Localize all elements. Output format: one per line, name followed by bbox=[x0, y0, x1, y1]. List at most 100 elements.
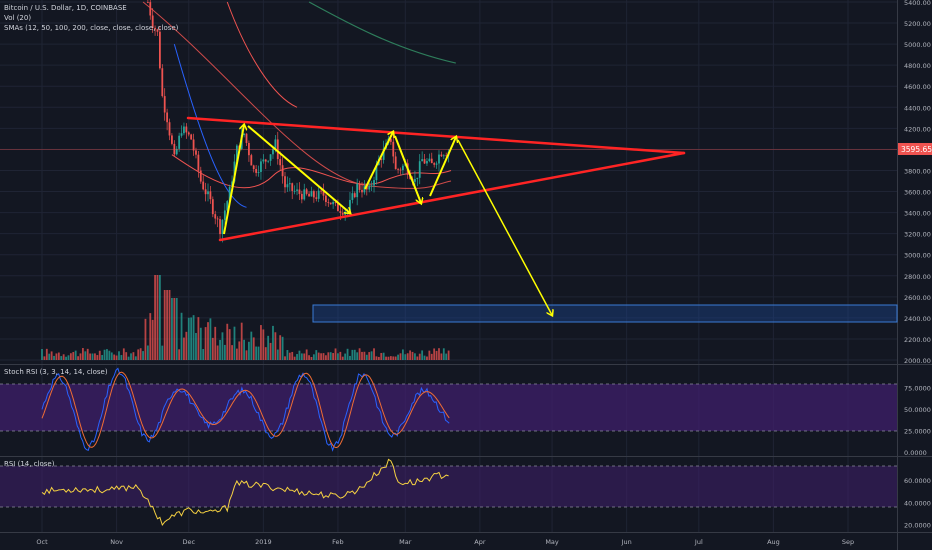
volume-bar bbox=[79, 353, 82, 360]
arrow-down-1[interactable] bbox=[247, 125, 350, 213]
candle-body bbox=[365, 186, 368, 190]
candle-body bbox=[185, 126, 188, 133]
candle-body bbox=[397, 169, 399, 170]
triangle-upper-trendline[interactable] bbox=[186, 116, 686, 155]
volume-bar bbox=[320, 353, 322, 360]
volume-bar bbox=[45, 348, 48, 360]
volume-legend[interactable]: Vol (20) bbox=[4, 14, 32, 22]
volume-bar bbox=[67, 355, 70, 360]
candle-body bbox=[298, 189, 301, 194]
candle-body bbox=[351, 193, 354, 200]
candle-body bbox=[291, 183, 294, 191]
arrow-down-2[interactable] bbox=[394, 135, 421, 203]
volume-bar bbox=[192, 315, 195, 360]
volume-bar bbox=[228, 329, 231, 360]
candle-body bbox=[214, 214, 217, 219]
volume-bar bbox=[118, 351, 120, 360]
volume-bar bbox=[137, 349, 140, 360]
volume-bar bbox=[315, 350, 318, 360]
volume-bar bbox=[89, 353, 92, 360]
candle-body bbox=[211, 199, 214, 215]
target-zone-box[interactable] bbox=[312, 304, 898, 323]
volume-bar bbox=[144, 318, 147, 360]
sma-legend[interactable]: SMAs (12, 50, 100, 200, close, close, cl… bbox=[4, 24, 179, 32]
volume-bar bbox=[303, 353, 306, 360]
volume-bar bbox=[62, 354, 65, 360]
candle-body bbox=[288, 183, 291, 185]
volume-bar bbox=[447, 350, 450, 360]
time-tick-label: Feb bbox=[332, 538, 344, 546]
volume-bar bbox=[130, 353, 132, 360]
arrow-up-3[interactable] bbox=[429, 137, 456, 197]
volume-bar bbox=[199, 327, 202, 360]
volume-bar bbox=[433, 348, 436, 360]
symbol-legend[interactable]: Bitcoin / U.S. Dollar, 1D, COINBASE bbox=[4, 4, 127, 12]
volume-bar bbox=[86, 348, 89, 360]
stoch-tick-label: 50.0000 bbox=[904, 406, 931, 414]
volume-bar bbox=[404, 354, 407, 360]
volume-bar bbox=[272, 325, 274, 360]
volume-bar bbox=[178, 349, 181, 360]
candle-body bbox=[322, 191, 325, 196]
stoch-rsi-legend[interactable]: Stoch RSI (3, 3, 14, 14, close) bbox=[4, 368, 108, 376]
triangle-lower-trendline[interactable] bbox=[218, 151, 686, 242]
sma-200-red-line bbox=[226, 1, 298, 108]
volume-bar bbox=[190, 317, 193, 360]
candle-body bbox=[221, 219, 224, 235]
volume-bar bbox=[127, 356, 130, 360]
volume-bar bbox=[154, 275, 156, 360]
candle-body bbox=[341, 212, 344, 215]
candle-body bbox=[284, 176, 286, 188]
candle-body bbox=[418, 161, 421, 178]
price-axis[interactable]: 5400.00 5200.00 5000.00 4800.00 4600.00 4400.… bbox=[904, 0, 931, 529]
volume-bar bbox=[269, 342, 272, 360]
time-axis[interactable]: Oct Nov Dec 2019 Feb Mar Apr May Jun Jul Aug Sep bbox=[36, 538, 854, 546]
volume-bar bbox=[394, 356, 397, 360]
candle-body bbox=[279, 159, 282, 166]
volume-bar bbox=[103, 349, 106, 360]
volume-bar bbox=[260, 325, 262, 360]
volume-bar bbox=[243, 339, 246, 360]
volume-bar bbox=[132, 352, 135, 360]
candle-body bbox=[430, 158, 433, 164]
rsi-band bbox=[0, 466, 897, 507]
candle-body bbox=[151, 15, 154, 28]
price-tick-label: 5000.00 bbox=[904, 41, 931, 49]
rsi-legend[interactable]: RSI (14, close) bbox=[4, 460, 55, 468]
arrow-projection[interactable] bbox=[457, 139, 552, 315]
candle-body bbox=[349, 199, 351, 211]
candle-body bbox=[428, 158, 431, 162]
arrow-up-1[interactable] bbox=[223, 125, 244, 235]
candle-body bbox=[303, 189, 306, 200]
candle-body bbox=[209, 191, 212, 200]
symmetrical-triangle[interactable] bbox=[186, 116, 686, 242]
stoch-tick-label: 75.0000 bbox=[904, 385, 931, 393]
volume-bar bbox=[438, 348, 440, 360]
volume-bar bbox=[346, 348, 349, 360]
volume-bar bbox=[411, 351, 414, 360]
stoch-k-line bbox=[41, 367, 450, 452]
candle-body bbox=[281, 165, 284, 177]
volume-bar bbox=[392, 356, 395, 360]
volume-bar bbox=[98, 350, 101, 360]
arrow-up-2[interactable] bbox=[364, 132, 393, 190]
price-tick-label: 2800.00 bbox=[904, 273, 931, 281]
volume-bar bbox=[106, 349, 108, 360]
volume-bar bbox=[252, 337, 255, 360]
stoch-tick-label: 0.0000 bbox=[904, 449, 927, 457]
volume-bar bbox=[353, 349, 356, 360]
volume-bar bbox=[180, 312, 183, 360]
volume-bar bbox=[337, 353, 339, 360]
volume-bar bbox=[187, 317, 190, 360]
candle-body bbox=[171, 135, 173, 144]
candle-body bbox=[243, 133, 246, 136]
candle-body bbox=[414, 179, 416, 182]
candle-body bbox=[293, 190, 296, 192]
volume-bar bbox=[445, 353, 448, 360]
price-tick-label: 3800.00 bbox=[904, 167, 931, 175]
candle-body bbox=[373, 180, 375, 186]
candle-body bbox=[228, 186, 231, 202]
time-tick-label: May bbox=[545, 538, 559, 546]
wave-arrows[interactable] bbox=[223, 125, 552, 315]
